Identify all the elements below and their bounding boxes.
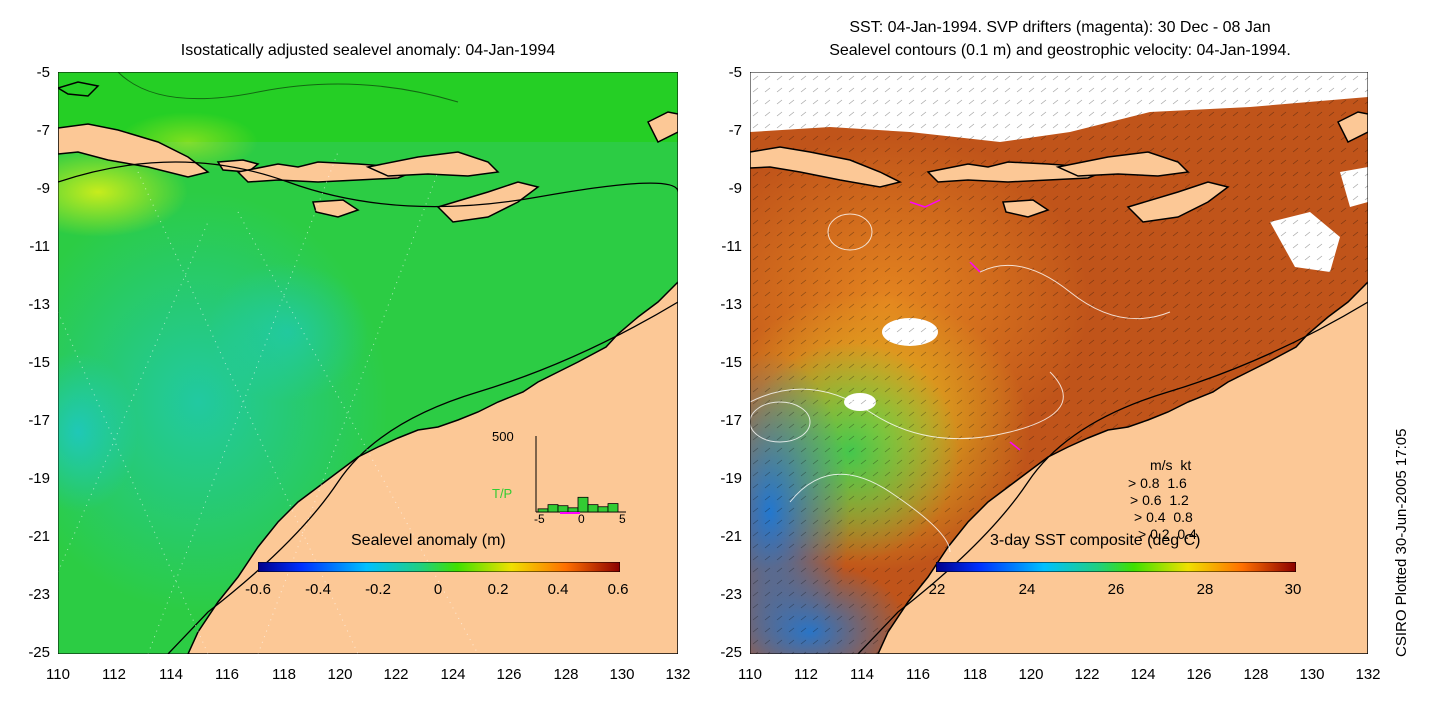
inset-histogram-bar <box>587 504 599 513</box>
inset-xtick: -5 <box>534 512 545 526</box>
left-xtick: 114 <box>159 666 183 683</box>
right-ytick: -9 <box>728 180 742 197</box>
left-xtick: 130 <box>609 666 635 683</box>
right-map <box>750 72 1368 654</box>
left-map <box>58 72 678 654</box>
inset-histogram-bar <box>597 506 609 513</box>
right-ytick: -21 <box>720 528 742 545</box>
inset-xtick: 0 <box>578 512 585 526</box>
left-colorbar <box>258 562 620 572</box>
velocity-legend-row: > 0.2 0.4 <box>1138 526 1197 542</box>
left-xtick: 120 <box>327 666 353 683</box>
velocity-legend-header: m/s kt <box>1150 457 1192 473</box>
velocity-legend-value: 0.8 1.6 <box>1140 475 1187 491</box>
velocity-legend-value: 0.4 0.8 <box>1146 509 1193 525</box>
left-ytick: -13 <box>28 296 50 313</box>
left-colorbar-title: Sealevel anomaly (m) <box>351 532 506 549</box>
right-ytick: -7 <box>728 122 742 139</box>
velocity-legend-row: > 0.4 0.8 <box>1134 509 1193 525</box>
right-ytick: -23 <box>720 586 742 603</box>
left-ytick: -25 <box>28 644 50 661</box>
inset-histogram-bar <box>547 504 559 513</box>
left-ytick: -7 <box>36 122 50 139</box>
indonesia-islands <box>750 111 1368 223</box>
right-xtick: 122 <box>1074 666 1100 683</box>
left-xtick: 122 <box>383 666 409 683</box>
left-xtick: 116 <box>215 666 239 683</box>
right-xtick: 128 <box>1243 666 1269 683</box>
right-xtick: 112 <box>794 666 818 683</box>
inset-histogram-bar <box>577 496 589 513</box>
velocity-legend-row: > 0.8 1.6 <box>1128 475 1187 491</box>
left-xtick: 128 <box>553 666 579 683</box>
left-panel-title: Isostatically adjusted sealevel anomaly:… <box>180 42 556 59</box>
left-ytick: -21 <box>28 528 50 545</box>
right-xtick: 118 <box>963 666 987 683</box>
velocity-legend-value: 0.6 1.2 <box>1142 492 1189 508</box>
velocity-legend-row: > 0.6 1.2 <box>1130 492 1189 508</box>
left-colorbar-tick: 0.2 <box>487 581 509 598</box>
right-ytick: -17 <box>720 412 742 429</box>
left-colorbar-tick: -0.4 <box>305 581 331 598</box>
left-ytick: -9 <box>36 180 50 197</box>
right-colorbar-tick: 28 <box>1196 581 1214 598</box>
left-xtick: 132 <box>665 666 691 683</box>
right-ytick: -19 <box>720 470 742 487</box>
inset-histogram-bar <box>607 503 619 513</box>
right-colorbar-tick: 22 <box>928 581 946 598</box>
left-ytick: -19 <box>28 470 50 487</box>
left-colorbar-tick: 0 <box>433 581 443 598</box>
right-xtick: 124 <box>1130 666 1156 683</box>
velocity-legend-value: 0.2 0.4 <box>1150 526 1197 542</box>
right-colorbar-tick: 30 <box>1284 581 1302 598</box>
right-ytick: -15 <box>720 354 742 371</box>
inset-histogram-bar <box>567 507 579 513</box>
left-colorbar-tick: 0.4 <box>547 581 569 598</box>
left-ytick: -5 <box>36 64 50 81</box>
plot-credit: CSIRO Plotted 30-Jun-2005 17:05 <box>1393 428 1410 657</box>
right-colorbar-tick: 26 <box>1107 581 1125 598</box>
inset-xtick: 5 <box>619 512 626 526</box>
right-ytick: -25 <box>720 644 742 661</box>
left-xtick: 112 <box>102 666 126 683</box>
right-ytick: -11 <box>721 238 742 255</box>
left-colorbar-tick: -0.6 <box>245 581 271 598</box>
left-ytick: -23 <box>28 586 50 603</box>
right-xtick: 116 <box>906 666 930 683</box>
left-xtick: 126 <box>496 666 522 683</box>
left-ytick: -11 <box>29 238 50 255</box>
right-xtick: 132 <box>1355 666 1381 683</box>
left-xtick: 118 <box>272 666 296 683</box>
inset-series-label: T/P <box>492 486 513 501</box>
inset-ymax-label: 500 <box>492 429 514 444</box>
right-colorbar-tick: 24 <box>1018 581 1036 598</box>
left-colorbar-tick: -0.2 <box>365 581 391 598</box>
right-xtick: 126 <box>1186 666 1212 683</box>
left-colorbar-tick: 0.6 <box>607 581 629 598</box>
indonesia-islands <box>58 81 678 223</box>
right-xtick: 130 <box>1299 666 1325 683</box>
left-ytick: -17 <box>28 412 50 429</box>
right-panel-title-line1: SST: 04-Jan-1994. SVP drifters (magenta)… <box>849 19 1271 36</box>
left-xtick: 124 <box>440 666 466 683</box>
right-ytick: -5 <box>728 64 742 81</box>
right-xtick: 120 <box>1018 666 1044 683</box>
inset-histogram-bar <box>557 505 569 513</box>
right-xtick: 114 <box>850 666 874 683</box>
right-xtick: 110 <box>738 666 762 683</box>
australia-landmass <box>877 280 1368 654</box>
right-panel-title-line2: Sealevel contours (0.1 m) and geostrophi… <box>829 42 1291 59</box>
inset-histogram <box>535 436 626 514</box>
left-xtick: 110 <box>46 666 70 683</box>
right-colorbar <box>936 562 1296 572</box>
left-ytick: -15 <box>28 354 50 371</box>
right-colorbar-title: 3-day SST composite (deg C) <box>990 532 1201 549</box>
australia-landmass <box>187 280 678 654</box>
right-ytick: -13 <box>720 296 742 313</box>
